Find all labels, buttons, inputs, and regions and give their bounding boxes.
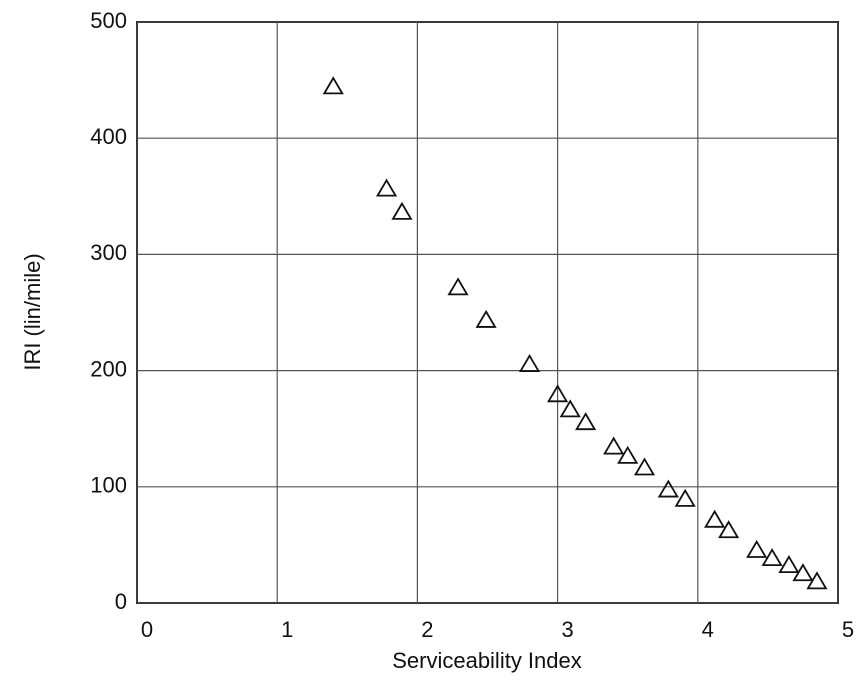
data-point [559, 399, 581, 418]
x-tick-label: 3 [561, 617, 573, 642]
data-point [547, 384, 569, 403]
y-axis-title: IRI (lin/mile) [20, 253, 45, 370]
data-point [792, 563, 814, 582]
data-point [617, 445, 639, 464]
data-point [674, 488, 696, 507]
x-tick-label: 2 [421, 617, 433, 642]
y-tick-label: 400 [90, 124, 127, 149]
y-tick-label: 100 [90, 473, 127, 498]
x-tick-label: 0 [141, 617, 153, 642]
y-tick-label: 0 [115, 589, 127, 614]
data-point [603, 436, 625, 455]
y-tick-label: 500 [90, 8, 127, 33]
data-point [475, 309, 497, 328]
x-tick-label: 4 [702, 617, 714, 642]
data-point [575, 412, 597, 431]
x-tick-label: 5 [842, 617, 854, 642]
data-point [633, 457, 656, 476]
y-tick-label: 300 [90, 240, 127, 265]
data-point [322, 76, 344, 95]
data-point [761, 548, 783, 567]
x-axis-title: Serviceability Index [392, 648, 582, 673]
data-point [447, 277, 469, 296]
data-point [806, 571, 828, 590]
data-point [391, 201, 413, 220]
data-point [746, 539, 768, 558]
y-tick-label: 200 [90, 356, 127, 381]
data-point [375, 178, 398, 197]
x-tick-label: 1 [281, 617, 293, 642]
data-point [518, 354, 541, 372]
data-point [718, 520, 740, 539]
data-point [657, 479, 679, 498]
data-point [778, 555, 800, 574]
data-point [704, 509, 726, 528]
